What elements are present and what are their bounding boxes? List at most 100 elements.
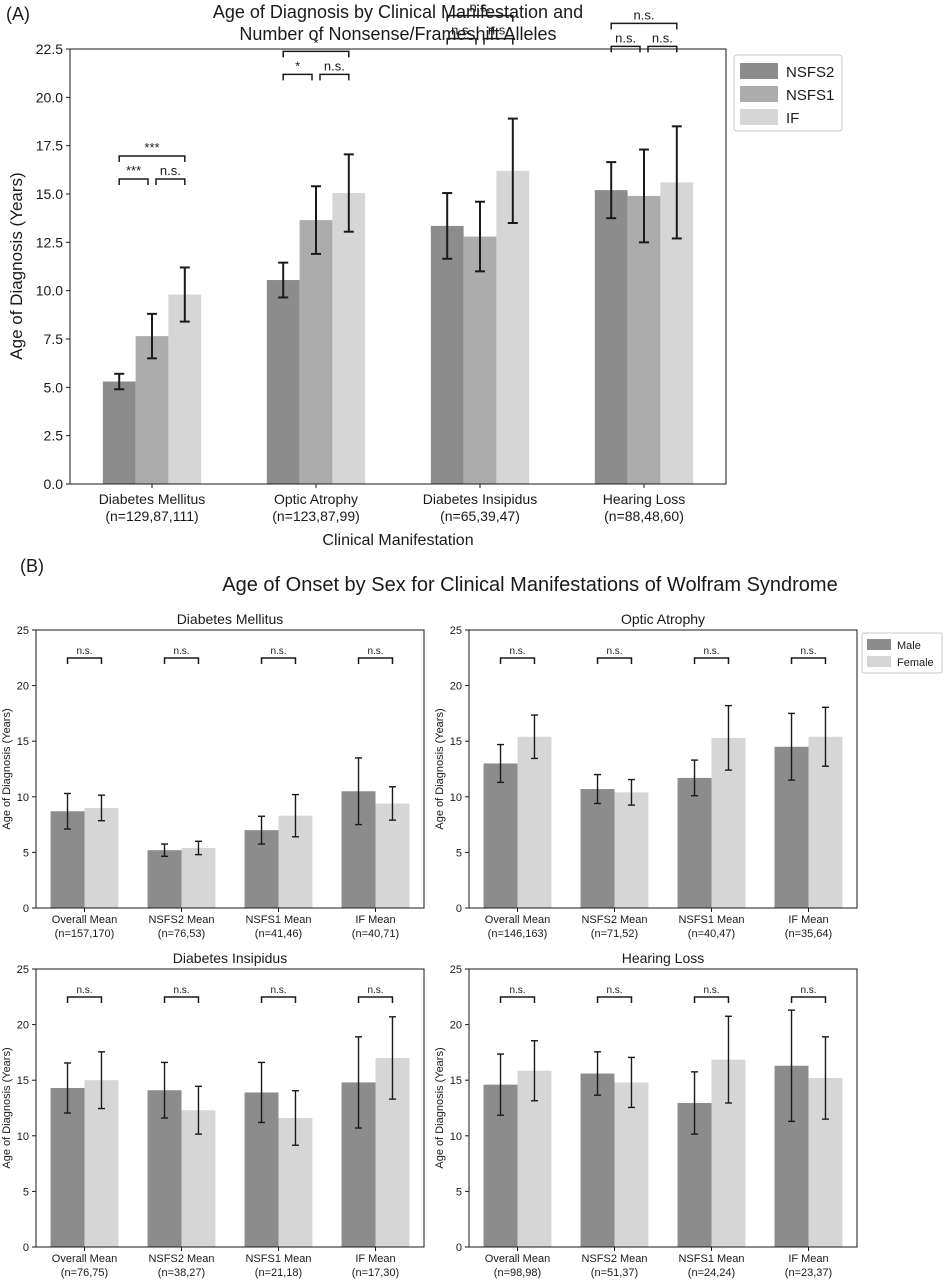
bar-female xyxy=(84,807,119,908)
y-axis-label: Age of Diagnosis (Years) xyxy=(1,708,13,829)
bar-male xyxy=(677,777,712,908)
chart-title: Diabetes Mellitus xyxy=(177,611,284,627)
panel-a-xlabel: Clinical Manifestation xyxy=(322,532,473,549)
x-tick-sample-size: (n=123,87,99) xyxy=(272,508,360,524)
x-tick-sample-size: (n=65,39,47) xyxy=(440,508,520,524)
bar-if xyxy=(168,294,202,484)
legend-label-if: IF xyxy=(786,110,799,127)
y-tick-label: 2.5 xyxy=(44,428,64,444)
y-tick-label: 10 xyxy=(450,792,462,804)
y-tick-label: 15 xyxy=(450,736,462,748)
significance-label: n.s. xyxy=(76,646,92,657)
significance-label: n.s. xyxy=(800,985,816,996)
significance-bracket xyxy=(446,37,477,45)
significance-bracket xyxy=(66,996,103,1003)
x-tick-sample-size: (n=23,37) xyxy=(785,1267,832,1279)
significance-label: n.s. xyxy=(615,30,636,45)
x-tick-label: Overall Mean xyxy=(485,914,550,926)
y-tick-label: 10 xyxy=(17,792,29,804)
legend-label-nsfs1: NSFS1 xyxy=(786,87,834,104)
bar-nsfs2 xyxy=(594,190,628,484)
significance-label: n.s. xyxy=(606,985,622,996)
y-tick-label: 25 xyxy=(17,625,29,637)
significance-label: n.s. xyxy=(270,646,286,657)
panel-b-label: (B) xyxy=(20,556,44,576)
significance-label: n.s. xyxy=(634,7,655,22)
x-tick-sample-size: (n=35,64) xyxy=(785,928,832,940)
x-tick-label: Overall Mean xyxy=(52,914,117,926)
bar-female xyxy=(614,1082,649,1247)
x-tick-label: NSFS1 Mean xyxy=(678,1253,744,1265)
plot-frame xyxy=(35,629,425,909)
y-tick-label: 20 xyxy=(450,1020,462,1032)
significance-label: n.s. xyxy=(703,646,719,657)
significance-label: n.s. xyxy=(451,23,472,38)
x-tick-label: NSFS1 Mean xyxy=(678,914,744,926)
bar-male xyxy=(147,850,182,908)
x-tick-label: NSFS2 Mean xyxy=(148,1253,214,1265)
bar-nsfs1 xyxy=(299,220,333,484)
y-tick-label: 15 xyxy=(17,736,29,748)
significance-bracket xyxy=(693,657,730,664)
significance-bracket xyxy=(483,37,514,45)
chart-title: Optic Atrophy xyxy=(621,611,705,627)
bar-female xyxy=(181,847,216,908)
x-tick-label: NSFS2 Mean xyxy=(581,914,647,926)
significance-label: n.s. xyxy=(606,646,622,657)
significance-label: n.s. xyxy=(367,646,383,657)
significance-bracket xyxy=(610,22,678,30)
plot-frame xyxy=(69,48,727,485)
x-tick-label: NSFS1 Mean xyxy=(245,1253,311,1265)
significance-label: * xyxy=(295,58,300,73)
bar-nsfs1 xyxy=(627,195,661,484)
x-tick-label: Optic Atrophy xyxy=(274,491,358,507)
bar-if xyxy=(332,193,366,485)
bar-female xyxy=(375,803,410,908)
x-tick-sample-size: (n=24,24) xyxy=(688,1267,735,1279)
y-axis-label: Age of Diagnosis (Years) xyxy=(434,708,446,829)
x-tick-sample-size: (n=98,98) xyxy=(494,1267,541,1279)
y-tick-label: 5 xyxy=(456,1186,462,1198)
significance-label: n.s. xyxy=(173,646,189,657)
y-tick-label: 0 xyxy=(456,1242,462,1254)
x-tick-label: Hearing Loss xyxy=(603,491,686,507)
y-tick-label: 5 xyxy=(23,1186,29,1198)
y-axis-label: Age of Diagnosis (Years) xyxy=(1,1047,13,1168)
bar-nsfs1 xyxy=(135,336,169,484)
significance-bracket xyxy=(260,657,297,664)
significance-bracket xyxy=(66,657,103,664)
x-tick-label: NSFS1 Mean xyxy=(245,914,311,926)
bar-male xyxy=(580,1073,615,1247)
significance-bracket xyxy=(647,45,678,53)
chart-optic-atrophy-by-sex: Optic Atrophy Age of Diagnosis (Years) 0 5 1… xyxy=(434,611,943,940)
significance-label: n.s. xyxy=(76,985,92,996)
significance-bracket xyxy=(357,996,394,1003)
y-tick-label: 7.5 xyxy=(44,331,64,347)
x-tick-sample-size: (n=17,30) xyxy=(352,1267,399,1279)
significance-label: n.s. xyxy=(509,646,525,657)
significance-bracket xyxy=(357,657,394,664)
x-tick-label: Overall Mean xyxy=(485,1253,550,1265)
plot-frame xyxy=(468,968,858,1248)
significance-bracket xyxy=(790,657,827,664)
bar-male xyxy=(580,789,615,908)
y-tick-label: 0 xyxy=(456,903,462,915)
x-tick-sample-size: (n=76,75) xyxy=(61,1267,108,1279)
x-tick-label: NSFS2 Mean xyxy=(148,914,214,926)
significance-bracket xyxy=(282,50,350,58)
significance-bracket xyxy=(118,178,149,185)
significance-bracket xyxy=(693,996,730,1003)
significance-label: n.s. xyxy=(324,58,345,73)
x-tick-label: IF Mean xyxy=(788,1253,828,1265)
bar-female xyxy=(517,736,552,908)
legend-label-female: Female xyxy=(897,657,934,669)
x-tick-label: Overall Mean xyxy=(52,1253,117,1265)
x-tick-label: IF Mean xyxy=(355,914,395,926)
y-tick-label: 22.5 xyxy=(36,41,63,57)
x-tick-label: Diabetes Mellitus xyxy=(99,491,206,507)
bar-nsfs1 xyxy=(463,236,497,484)
y-tick-label: 5 xyxy=(23,847,29,859)
y-tick-label: 12.5 xyxy=(36,234,63,250)
chart-title: Diabetes Insipidus xyxy=(173,950,287,966)
significance-label: *** xyxy=(126,163,141,178)
